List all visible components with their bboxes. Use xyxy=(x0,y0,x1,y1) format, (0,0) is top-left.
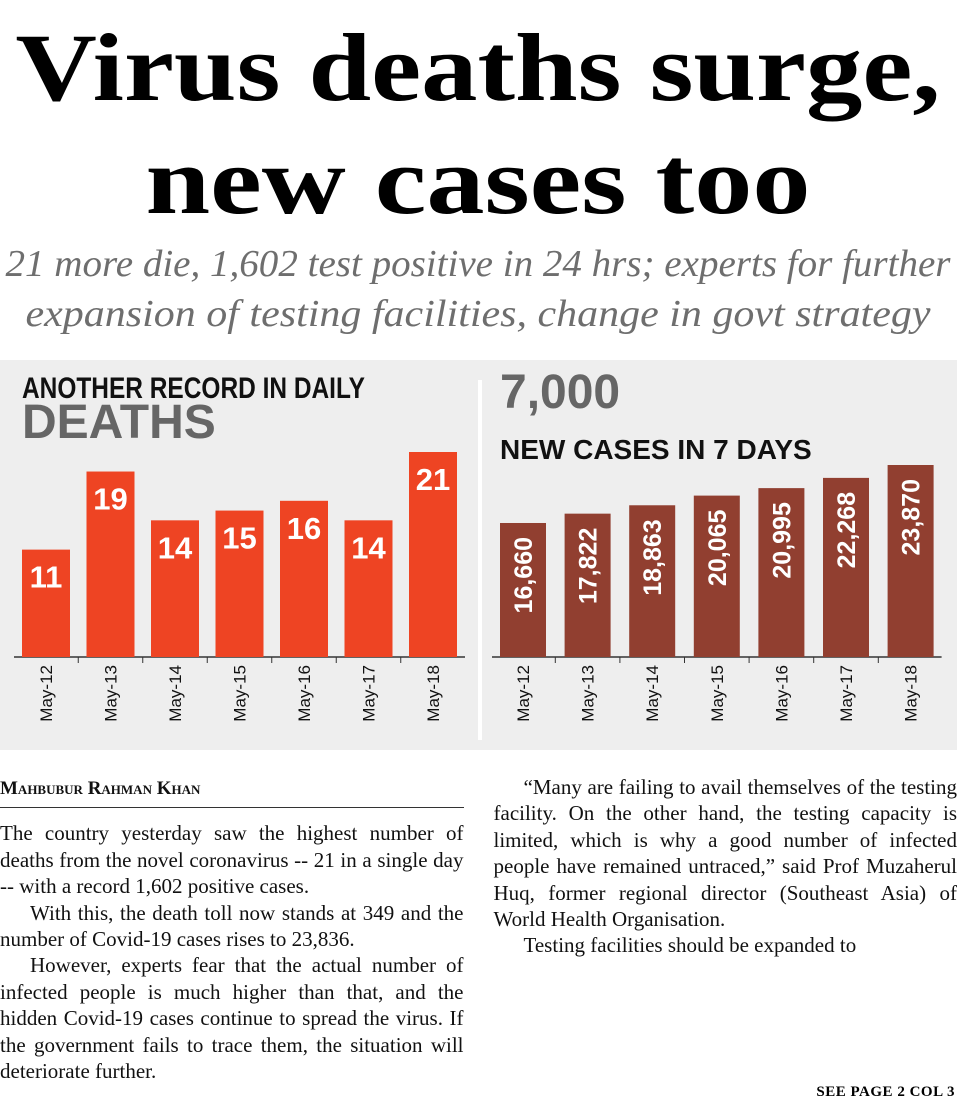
bar xyxy=(151,520,199,657)
value-label: 15 xyxy=(222,521,256,556)
bar xyxy=(629,505,676,657)
value-label: 16,660 xyxy=(510,537,538,613)
subhead: expansion of testing facilities, change … xyxy=(26,293,931,335)
value-label: 22,268 xyxy=(833,492,861,569)
chart-title: 7,000 xyxy=(500,366,620,419)
x-tick-label: May-16 xyxy=(295,665,314,722)
paragraph: The country yesterday saw the highest nu… xyxy=(0,821,464,899)
jump-line: SEE PAGE 2 COL 3 xyxy=(816,1084,955,1100)
bar xyxy=(693,495,740,657)
x-tick-label: May-17 xyxy=(360,665,379,722)
divider xyxy=(478,380,482,740)
value-label: 14 xyxy=(158,530,193,565)
value-label: 19 xyxy=(93,482,127,517)
bar xyxy=(280,500,328,657)
bar xyxy=(409,452,457,657)
value-label: 18,863 xyxy=(639,519,667,595)
x-tick-label: May-16 xyxy=(772,665,791,722)
byline: Mahbubur Rahman Khan xyxy=(0,776,464,809)
x-tick-label: May-14 xyxy=(643,665,662,722)
bar xyxy=(215,510,264,657)
paragraph: “Many are failing to avail themselves of… xyxy=(493,775,957,932)
chart-subtitle: DEATHS xyxy=(22,396,216,449)
x-tick-label: May-18 xyxy=(424,665,443,722)
paragraph: With this, the death toll now stands at … xyxy=(0,900,464,952)
headline: new cases too xyxy=(146,127,811,234)
x-tick-label: May-14 xyxy=(166,665,185,722)
x-tick-label: May-15 xyxy=(708,665,727,722)
value-label: 14 xyxy=(351,530,386,565)
value-label: 11 xyxy=(30,560,63,595)
article-body: Mahbubur Rahman Khan The country yesterd… xyxy=(0,774,957,1086)
header: Virus deaths surge, new cases too 21 mor… xyxy=(6,14,951,335)
paragraph: Testing facilities should be expanded to xyxy=(523,933,857,958)
bar xyxy=(758,488,805,657)
bar xyxy=(22,549,70,657)
x-tick-label: May-13 xyxy=(102,665,121,722)
x-tick-label: May-17 xyxy=(837,665,856,722)
value-label: 21 xyxy=(416,462,450,497)
bar xyxy=(564,513,611,657)
bar xyxy=(823,477,869,657)
x-tick-label: May-18 xyxy=(902,665,921,722)
x-tick-label: May-12 xyxy=(514,665,533,722)
value-label: 23,870 xyxy=(898,479,926,555)
value-label: 17,822 xyxy=(575,528,603,604)
chart-title: ANOTHER RECORD IN DAILY xyxy=(22,372,365,405)
x-tick-label: May-13 xyxy=(579,665,598,722)
bar xyxy=(500,522,546,657)
value-label: 16 xyxy=(287,511,321,546)
x-tick-label: May-15 xyxy=(231,665,250,722)
value-label: 20,065 xyxy=(704,510,732,587)
headline: Virus deaths surge, xyxy=(16,14,941,121)
bar xyxy=(86,471,135,657)
value-label: 20,995 xyxy=(768,502,796,579)
subhead: 21 more die, 1,602 test positive in 24 h… xyxy=(6,243,951,285)
paragraph: However, experts fear that the actual nu… xyxy=(0,953,464,1084)
bar xyxy=(887,465,934,657)
x-tick-label: May-12 xyxy=(37,665,56,722)
chart-subtitle: NEW CASES IN 7 DAYS xyxy=(500,434,812,465)
bar xyxy=(344,520,393,657)
